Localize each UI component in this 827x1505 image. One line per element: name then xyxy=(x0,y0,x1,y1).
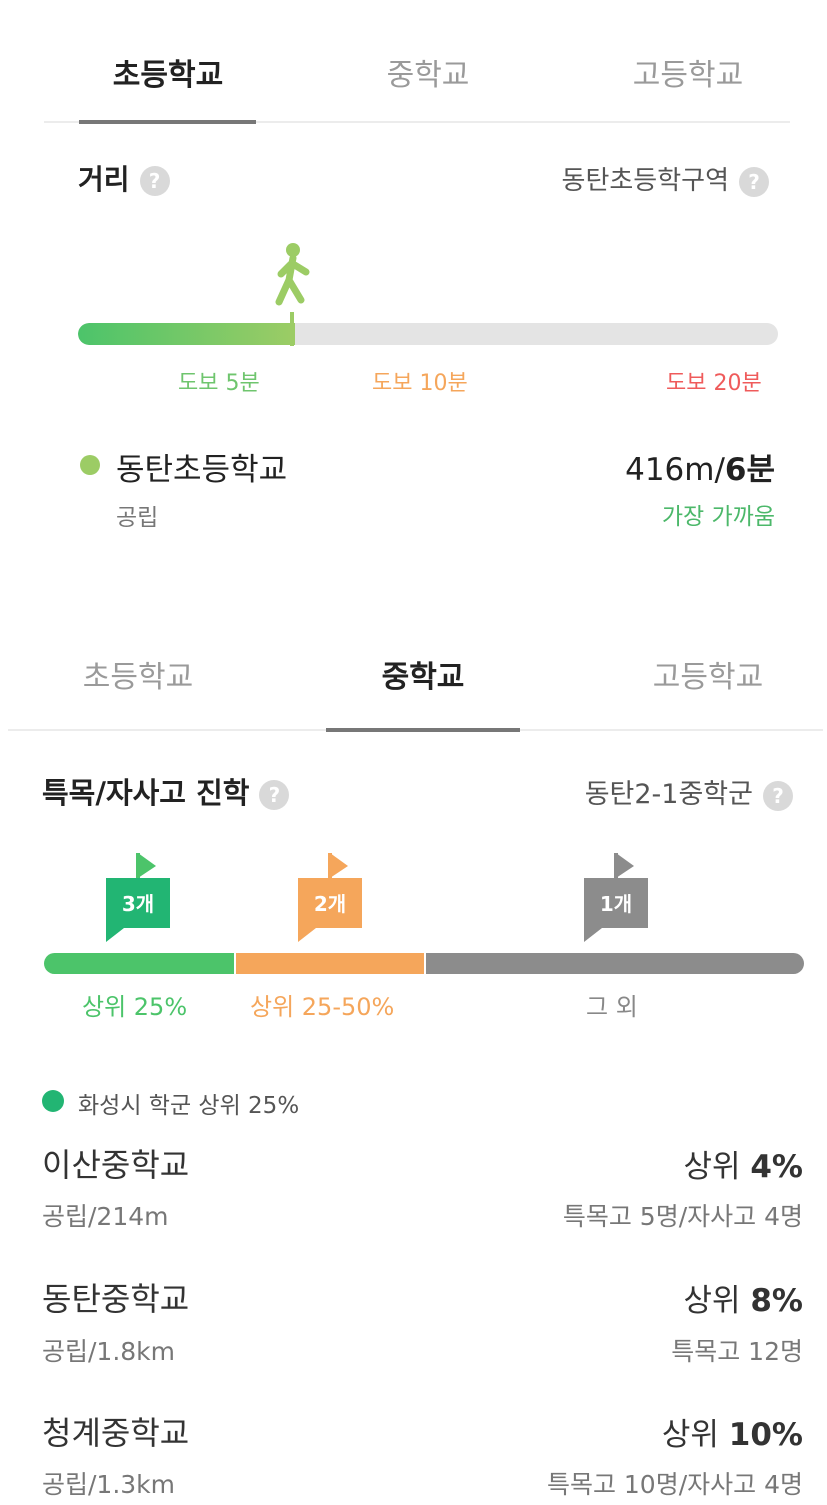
marker-10min: 도보 10분 xyxy=(372,371,468,396)
marker-20min: 도보 20분 xyxy=(666,371,762,396)
tab-divider xyxy=(44,121,790,123)
segment-label: 상위 25% xyxy=(82,993,188,1021)
school-sub: 공립/1.8km xyxy=(42,1337,176,1366)
tab-high[interactable]: 고등학교 xyxy=(652,660,764,695)
school-district: 동탄2-1중학군? xyxy=(585,772,793,811)
help-icon[interactable]: ? xyxy=(139,166,170,196)
distance-label: 거리 xyxy=(78,163,130,196)
zone-label: 동탄초등학구역 xyxy=(561,166,729,196)
tab-high[interactable]: 고등학교 xyxy=(632,58,744,93)
flag-icon xyxy=(106,853,170,942)
distance-title: 거리? xyxy=(78,158,170,198)
flag-icon xyxy=(298,853,362,942)
rank-value: 10% xyxy=(728,1417,803,1453)
school-zone: 동탄초등학구역? xyxy=(562,160,769,197)
school-name[interactable]: 동탄중학교 xyxy=(42,1280,190,1318)
tab-elementary[interactable]: 초등학교 xyxy=(82,660,194,695)
distance-bar xyxy=(78,323,778,345)
flag-icon xyxy=(584,853,648,942)
segment-top25-50 xyxy=(236,953,424,974)
school-type: 공립 xyxy=(116,505,159,531)
walk-time: 6분 xyxy=(724,452,775,488)
rank-prefix: 상위 xyxy=(683,1149,751,1185)
school-rank: 상위 4% xyxy=(683,1141,803,1186)
segment-label: 그 외 xyxy=(586,993,638,1021)
tab-elementary[interactable]: 초등학교 xyxy=(112,58,224,93)
advance-title: 특목/자사고 진학? xyxy=(42,770,290,812)
tab-middle[interactable]: 중학교 xyxy=(386,58,470,93)
school-name[interactable]: 동탄초등학교 xyxy=(116,452,288,488)
rank-value: 8% xyxy=(750,1283,803,1319)
school-stats: 특목고 5명/자사고 4명 xyxy=(562,1202,803,1231)
school-distance: 416m/6분 xyxy=(625,444,775,489)
legend-label: 화성시 학군 상위 25% xyxy=(78,1093,300,1119)
district-label: 동탄2-1중학군 xyxy=(584,779,753,810)
tab-middle[interactable]: 중학교 xyxy=(381,660,465,695)
help-icon[interactable]: ? xyxy=(739,166,769,197)
school-stats: 특목고 12명 xyxy=(671,1337,803,1366)
segment-label: 상위 25-50% xyxy=(250,993,395,1021)
help-icon[interactable]: ? xyxy=(259,780,290,810)
flag-count: 3개 xyxy=(121,892,155,916)
segment-other xyxy=(426,953,804,974)
rank-prefix: 상위 xyxy=(683,1283,751,1319)
tab-active-underline xyxy=(326,728,520,732)
rank-value: 4% xyxy=(750,1149,803,1185)
school-name[interactable]: 이산중학교 xyxy=(42,1146,190,1184)
advance-label: 특목/자사고 진학 xyxy=(42,776,250,810)
school-name[interactable]: 청계중학교 xyxy=(42,1414,190,1452)
school-sub: 공립/1.3km xyxy=(42,1470,176,1499)
flag-count: 1개 xyxy=(599,892,633,916)
nearest-badge: 가장 가까움 xyxy=(661,504,775,530)
school-rank: 상위 8% xyxy=(683,1275,803,1320)
school-sub: 공립/214m xyxy=(42,1202,169,1231)
legend-dot-icon xyxy=(42,1090,64,1112)
distance-value: 416m/ xyxy=(625,452,725,488)
school-stats: 특목고 10명/자사고 4명 xyxy=(546,1470,803,1499)
tab-active-underline xyxy=(79,120,256,124)
distance-bar-fill xyxy=(78,323,295,345)
flag-count: 2개 xyxy=(313,892,347,916)
segment-top25 xyxy=(44,953,234,974)
help-icon[interactable]: ? xyxy=(763,780,793,811)
distance-marker-line xyxy=(290,312,294,346)
school-dot-icon xyxy=(80,455,100,475)
school-rank: 상위 10% xyxy=(662,1409,803,1454)
rank-prefix: 상위 xyxy=(661,1417,729,1453)
walking-person-icon xyxy=(275,243,310,306)
marker-5min: 도보 5분 xyxy=(178,371,260,396)
